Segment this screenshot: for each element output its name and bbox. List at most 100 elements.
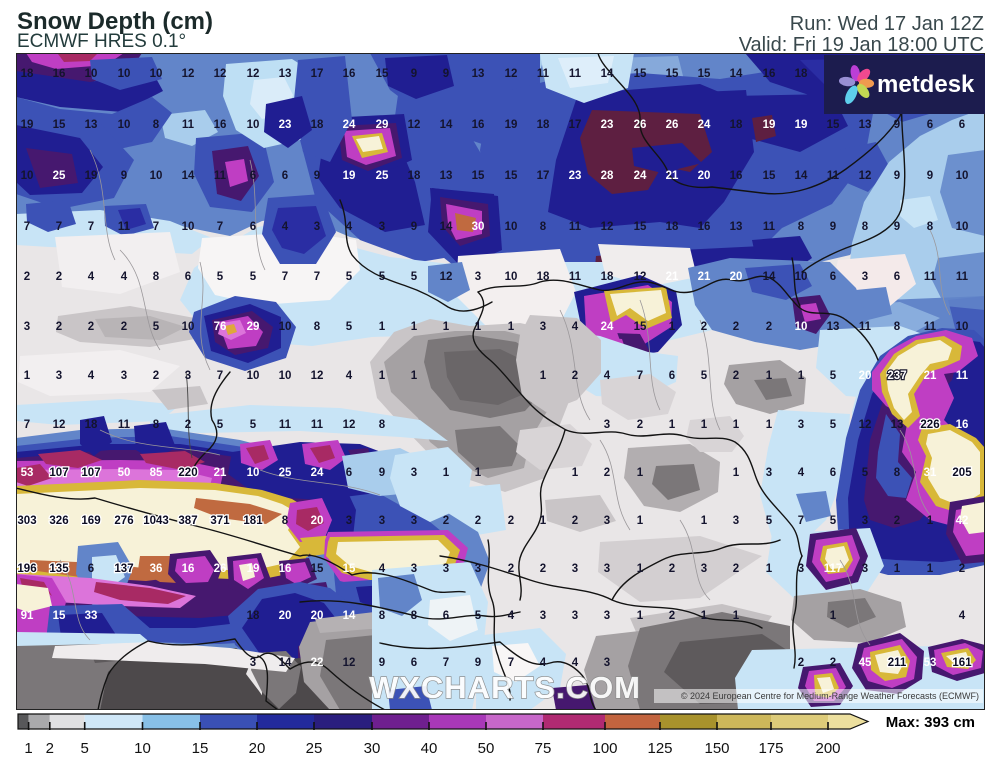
svg-text:2: 2 (88, 321, 94, 333)
svg-text:15: 15 (634, 68, 647, 80)
svg-text:19: 19 (763, 119, 776, 131)
svg-text:5: 5 (346, 321, 353, 333)
svg-text:2: 2 (637, 419, 643, 431)
svg-text:13: 13 (279, 68, 292, 80)
svg-text:1: 1 (475, 321, 482, 333)
svg-text:2: 2 (766, 321, 772, 333)
svg-text:211: 211 (888, 657, 907, 669)
svg-text:11: 11 (279, 419, 292, 431)
svg-text:237: 237 (887, 370, 906, 382)
svg-text:11: 11 (827, 170, 840, 182)
svg-text:2: 2 (56, 321, 62, 333)
svg-text:1: 1 (572, 467, 579, 479)
svg-text:11: 11 (569, 271, 582, 283)
svg-text:1: 1 (894, 563, 901, 575)
svg-text:ECMWF HRES 0.1°: ECMWF HRES 0.1° (17, 31, 186, 52)
svg-text:11: 11 (763, 221, 776, 233)
svg-text:2: 2 (508, 515, 514, 527)
svg-text:25: 25 (376, 170, 389, 182)
svg-text:10: 10 (956, 221, 969, 233)
svg-text:7: 7 (637, 370, 643, 382)
svg-text:1: 1 (637, 467, 644, 479)
svg-text:1: 1 (475, 467, 482, 479)
svg-text:23: 23 (601, 119, 614, 131)
svg-text:19: 19 (343, 170, 356, 182)
svg-text:9: 9 (894, 221, 900, 233)
svg-text:16: 16 (763, 68, 776, 80)
svg-text:16: 16 (956, 419, 969, 431)
svg-text:5: 5 (411, 271, 418, 283)
svg-text:11: 11 (537, 68, 550, 80)
svg-text:12: 12 (311, 370, 324, 382)
svg-text:13: 13 (85, 119, 98, 131)
svg-text:4: 4 (88, 271, 95, 283)
svg-text:6: 6 (88, 563, 94, 575)
svg-text:3: 3 (379, 221, 385, 233)
svg-text:9: 9 (314, 170, 320, 182)
svg-text:7: 7 (282, 271, 288, 283)
svg-text:19: 19 (85, 170, 98, 182)
svg-text:10: 10 (247, 119, 260, 131)
svg-text:Snow Depth (cm): Snow Depth (cm) (17, 8, 213, 35)
svg-text:3: 3 (862, 563, 868, 575)
svg-text:15: 15 (827, 119, 840, 131)
svg-text:10: 10 (795, 271, 808, 283)
svg-text:36: 36 (150, 563, 163, 575)
svg-text:1: 1 (766, 419, 773, 431)
svg-text:21: 21 (666, 271, 679, 283)
svg-text:8: 8 (379, 610, 386, 622)
svg-text:12: 12 (214, 68, 227, 80)
svg-text:19: 19 (795, 119, 808, 131)
svg-text:15: 15 (53, 610, 66, 622)
svg-text:20: 20 (730, 271, 743, 283)
svg-text:7: 7 (443, 657, 449, 669)
svg-text:4: 4 (346, 370, 353, 382)
svg-text:3: 3 (540, 610, 546, 622)
svg-text:16: 16 (730, 170, 743, 182)
svg-text:14: 14 (279, 657, 292, 669)
svg-text:8: 8 (379, 419, 386, 431)
svg-text:16: 16 (214, 119, 227, 131)
svg-text:9: 9 (379, 467, 385, 479)
svg-text:125: 125 (647, 740, 672, 757)
svg-text:16: 16 (182, 563, 195, 575)
svg-text:6: 6 (959, 119, 965, 131)
svg-text:12: 12 (247, 68, 260, 80)
svg-text:4: 4 (604, 370, 611, 382)
svg-text:2: 2 (669, 610, 675, 622)
svg-text:2: 2 (959, 563, 965, 575)
svg-text:4: 4 (798, 467, 805, 479)
svg-text:5: 5 (862, 467, 869, 479)
svg-text:11: 11 (118, 419, 131, 431)
svg-text:20: 20 (249, 740, 266, 757)
svg-text:11: 11 (859, 321, 872, 333)
svg-text:15: 15 (53, 119, 66, 131)
svg-text:5: 5 (379, 271, 386, 283)
svg-text:169: 169 (81, 515, 100, 527)
svg-text:12: 12 (859, 170, 872, 182)
svg-text:25: 25 (53, 170, 66, 182)
svg-text:19: 19 (21, 119, 34, 131)
svg-text:1: 1 (927, 563, 934, 575)
svg-text:2: 2 (733, 370, 739, 382)
svg-text:15: 15 (311, 563, 324, 575)
svg-text:17: 17 (311, 68, 324, 80)
svg-text:6: 6 (830, 271, 836, 283)
svg-text:6: 6 (411, 657, 417, 669)
svg-text:10: 10 (134, 740, 151, 757)
svg-text:1: 1 (701, 610, 708, 622)
svg-text:326: 326 (49, 515, 68, 527)
svg-text:1: 1 (379, 321, 386, 333)
svg-text:15: 15 (192, 740, 209, 757)
svg-text:11: 11 (182, 119, 195, 131)
svg-text:3: 3 (604, 657, 610, 669)
svg-text:371: 371 (210, 515, 230, 527)
svg-text:8: 8 (798, 221, 805, 233)
svg-text:107: 107 (49, 467, 68, 479)
svg-text:5: 5 (830, 515, 837, 527)
svg-text:7: 7 (798, 515, 804, 527)
svg-text:3: 3 (250, 657, 256, 669)
svg-text:6: 6 (250, 221, 256, 233)
svg-text:161: 161 (952, 657, 972, 669)
svg-text:21: 21 (214, 467, 227, 479)
